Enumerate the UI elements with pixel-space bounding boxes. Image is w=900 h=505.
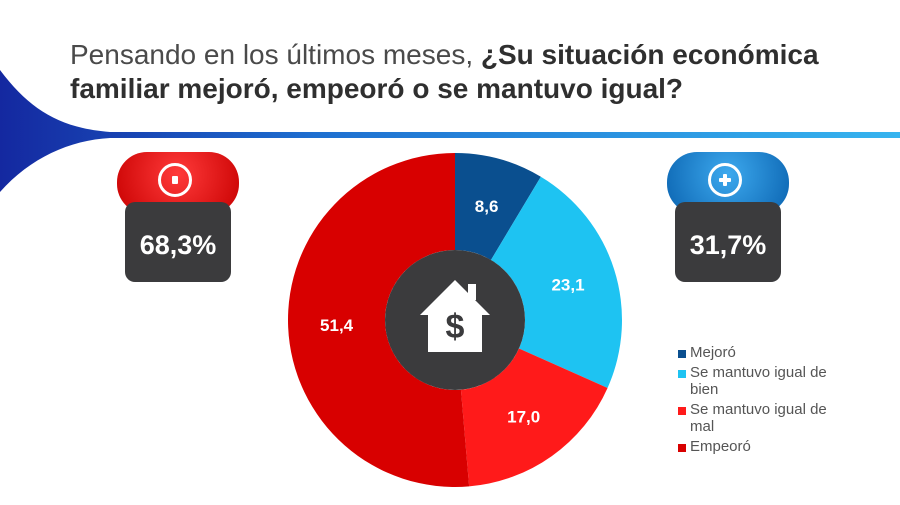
title-bold: ¿Su situación económica familiar mejoró,… bbox=[70, 39, 819, 104]
positive-value: 31,7% bbox=[689, 230, 767, 260]
legend-label: Se mantuvo igual de mal bbox=[690, 401, 827, 435]
chart-legend: Mejoró Se mantuvo igual de bien Se mantuvo… bbox=[678, 344, 888, 458]
legend-swatch bbox=[678, 350, 686, 358]
data-label-mejoro: 8,6 bbox=[475, 197, 499, 216]
chart-data-labels: 8,6 23,1 17,0 51,4 bbox=[320, 197, 584, 427]
slice-se-mantuvo-mal bbox=[460, 348, 608, 487]
chart-slices bbox=[288, 153, 622, 487]
data-label-se-mantuvo-mal: 17,0 bbox=[507, 408, 540, 427]
legend-label: Mejoró bbox=[690, 344, 736, 361]
legend-label: Se mantuvo igual de bien bbox=[690, 364, 827, 398]
negative-summary-badge: 68,3% bbox=[117, 152, 239, 282]
legend-item-empeoro: Empeoró bbox=[678, 438, 888, 455]
legend-swatch bbox=[678, 444, 686, 452]
slice-empeoro bbox=[288, 153, 470, 487]
legend-swatch bbox=[678, 407, 686, 415]
positive-value-box bbox=[675, 202, 781, 282]
legend-item-se-mantuvo-bien: Se mantuvo igual de bien bbox=[678, 364, 888, 398]
minus-icon bbox=[158, 163, 192, 197]
legend-label: Empeoró bbox=[690, 438, 751, 455]
slice-se-mantuvo-bien bbox=[490, 176, 622, 388]
plus-icon bbox=[708, 163, 742, 197]
legend-item-mejoro: Mejoró bbox=[678, 344, 888, 361]
data-label-se-mantuvo-bien: 23,1 bbox=[551, 275, 584, 294]
page-title: Pensando en los últimos meses, ¿Su situa… bbox=[70, 38, 870, 106]
negative-value-box bbox=[125, 202, 231, 282]
house-dollar-icon: $ bbox=[420, 280, 490, 352]
legend-swatch bbox=[678, 370, 686, 378]
title-plain: Pensando en los últimos meses, bbox=[70, 39, 481, 70]
data-label-empeoro: 51,4 bbox=[320, 316, 354, 335]
positive-summary-badge: 31,7% bbox=[667, 152, 789, 282]
svg-text:$: $ bbox=[446, 308, 465, 346]
legend-item-se-mantuvo-mal: Se mantuvo igual de mal bbox=[678, 401, 888, 435]
slice-mejoro bbox=[455, 153, 541, 260]
negative-value: 68,3% bbox=[139, 230, 217, 260]
